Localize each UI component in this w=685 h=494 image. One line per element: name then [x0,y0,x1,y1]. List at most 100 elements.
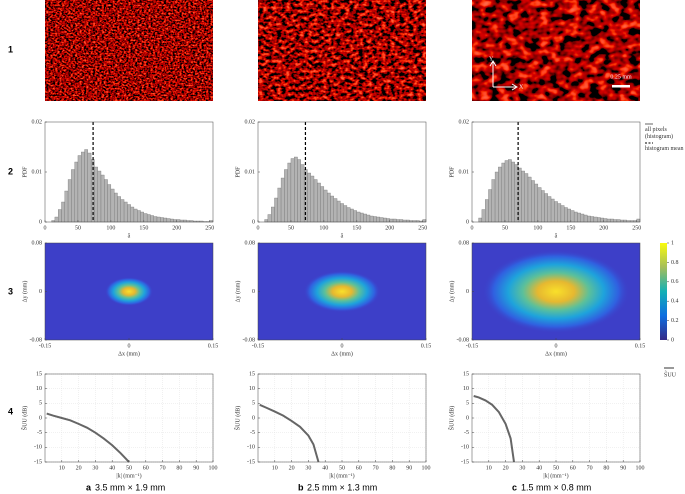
x-tick-label: 10 [486,465,492,471]
histogram-bar [317,182,321,223]
histogram-bar [323,189,328,223]
speckle-image [258,0,426,101]
histogram-bar [603,218,608,223]
histogram-bar [290,158,295,223]
x-tick-label: 30 [519,465,525,471]
x-tick-label: 90 [620,465,626,471]
x-axis-label: ã [555,233,558,239]
caption: 3.5 mm × 1.9 mm [95,482,165,492]
x-tick-label: 50 [75,225,81,231]
caption-letter: a [86,482,92,492]
histogram-bar [100,174,105,223]
histogram-bar [504,160,509,223]
histogram-bar [58,209,62,223]
histogram-bar [620,219,624,223]
y-tick-label: 0 [252,219,255,225]
histogram-bar [94,166,98,223]
x-tick-label: 40 [322,465,328,471]
histogram-bar [274,197,278,223]
image-axis-x: X [519,84,524,90]
x-tick-label: 100 [106,225,115,231]
histogram-bar [346,207,351,223]
histogram-bar [310,175,315,223]
colorbar-tick-label: 0.4 [671,299,679,305]
histogram-bar [179,219,184,223]
speckle-image [472,0,640,101]
y-tick-label: -0.08 [243,337,256,343]
x-tick-label: 60 [570,465,576,471]
histogram-bar [294,156,298,223]
y-tick-label: 0.01 [32,169,43,175]
histogram-bar [146,214,151,223]
histogram-bar [557,203,562,223]
y-tick-label: 0.01 [459,169,470,175]
x-tick-label: 20 [289,465,295,471]
x-tick-label: 60 [356,465,362,471]
histogram-bar [320,186,325,223]
histogram-bar [97,170,102,223]
histogram-bar [64,190,69,223]
histogram-bar [54,216,59,223]
y-axis-label: PDF [22,166,28,178]
x-axis-label: |k| (mm⁻¹) [543,472,568,479]
histogram-bar [333,198,338,223]
histogram-bar [587,215,591,223]
y-tick-label: 0 [252,289,255,295]
histogram-bar [343,205,348,223]
histogram-bar [597,217,601,223]
histogram-bar [593,216,598,223]
histogram-bar [87,152,92,223]
histogram-bar [307,172,311,223]
x-tick-label: 70 [587,465,593,471]
histogram-bar [117,196,121,223]
x-axis-label: ã [128,233,131,239]
y-axis-label: ŜUU (dB) [447,406,455,431]
histogram-bar [570,210,575,223]
caption-letter: b [298,482,304,492]
histogram-bar [534,183,539,223]
y-tick-label: 0 [39,219,42,225]
caption-letter: c [512,482,517,492]
x-tick-label: 0 [555,343,558,349]
histogram-bar [300,164,305,223]
legend-label: all pixels (histogram) [645,127,673,140]
histogram-bar [280,177,285,223]
y-tick-label: 0.02 [459,119,470,125]
histogram-bar [386,218,390,223]
x-tick-label: 80 [176,465,182,471]
x-tick-label: 80 [603,465,609,471]
histogram-bar [501,162,506,223]
x-tick-label: 150 [352,225,361,231]
speckle-image [45,0,213,101]
histogram-bar [271,206,275,223]
histogram-bar [511,161,515,223]
y-axis-label: Δy (mm) [234,281,241,303]
histogram-bar [133,208,138,223]
correlation-peak [303,270,381,313]
histogram-bar [554,201,558,223]
histogram-bar [160,217,164,223]
histogram-bar [353,210,357,223]
x-tick-label: 80 [389,465,395,471]
histogram-bar [127,204,131,223]
histogram-bar [264,219,269,223]
histogram-bar [580,213,585,223]
y-tick-label: 0 [39,415,42,421]
x-tick-label: 0.15 [421,343,432,349]
y-axis-label: Δy (mm) [448,281,455,303]
histogram-bar [550,198,555,223]
y-tick-label: 15 [249,371,255,377]
scale-bar-label: 0.25 mm [610,74,632,80]
x-tick-label: 20 [503,465,509,471]
y-tick-label: -10 [461,445,469,451]
x-axis-label: |k| (mm⁻¹) [329,472,354,479]
histogram-bar [402,219,407,223]
x-tick-label: 0.15 [635,343,646,349]
histogram-bar [123,201,128,223]
caption: 1.5 mm × 0.8 mm [521,482,591,492]
histogram-bar [564,207,568,223]
x-axis-label: Δx (mm) [331,350,353,357]
y-tick-label: 0 [39,289,42,295]
x-tick-label: 10 [272,465,278,471]
histogram-bar [623,219,627,223]
